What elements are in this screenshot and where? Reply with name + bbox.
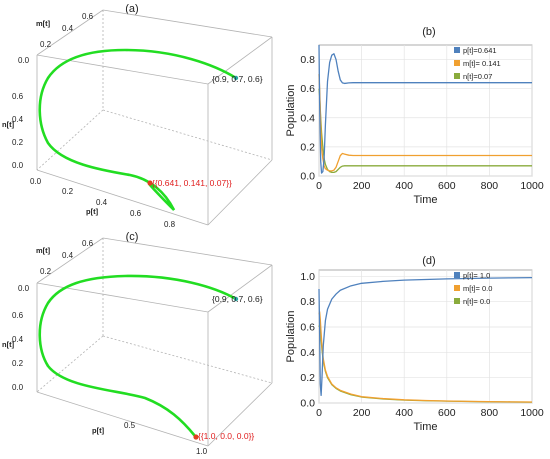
legend-entry-p: p[t]= 1.0	[463, 271, 490, 280]
y-tick-label: 1.0	[300, 271, 315, 283]
tick-n-a-2: 0.4	[12, 115, 24, 124]
panel-label-d: (d)	[422, 255, 435, 267]
y-axis-label: Population	[285, 311, 297, 363]
legend-swatch-n	[454, 73, 460, 79]
tick-n-a-0: 0.0	[12, 161, 24, 170]
tick-n-c-0: 0.0	[12, 383, 24, 392]
axis-label-n-c: n[t]	[2, 340, 15, 349]
plot3d-c: m[t] 0.0 0.2 0.4 0.6 n[t] 0.6 0.4 0.2 0.…	[2, 237, 273, 456]
x-tick-label: 200	[353, 180, 371, 192]
panel-label-c: (c)	[126, 231, 139, 243]
x-tick-label: 800	[481, 407, 499, 419]
y-tick-label: 0.0	[300, 171, 315, 183]
tick-n-c-1: 0.2	[12, 359, 24, 368]
tick-p-c-1: 1.0	[196, 447, 208, 456]
y-tick-label: 0.8	[300, 296, 315, 308]
x-tick-label: 1000	[520, 180, 544, 192]
start-point-c	[233, 296, 239, 302]
y-tick-label: 0.4	[300, 347, 315, 359]
tick-p-a-2: 0.4	[96, 198, 108, 207]
x-tick-label: 600	[438, 407, 456, 419]
legend-swatch-p	[454, 47, 460, 53]
x-tick-label: 400	[395, 180, 413, 192]
x-tick-label: 200	[353, 407, 371, 419]
x-axis-label: Time	[413, 194, 437, 206]
tick-p-a-0: 0.0	[30, 177, 42, 186]
x-tick-label: 600	[438, 180, 456, 192]
y-tick-label: 0.8	[300, 54, 315, 66]
trajectory-c	[38, 274, 238, 438]
series-line-n	[318, 88, 532, 174]
tick-p-a-3: 0.6	[130, 209, 142, 218]
y-tick-label: 0.6	[300, 322, 315, 334]
y-tick-label: 0.2	[300, 141, 315, 153]
series-line-m	[318, 311, 533, 403]
axis-label-n-a: n[t]	[2, 120, 15, 129]
series-line-p	[318, 44, 532, 174]
tick-m-a-0: 0.0	[18, 56, 30, 65]
tick-m-c-0: 0.0	[18, 284, 30, 293]
tick-m-a-1: 0.2	[40, 40, 52, 49]
bounding-box-a	[36, 9, 273, 226]
tick-p-a-4: 0.8	[164, 220, 176, 229]
y-tick-label: 0.6	[300, 83, 315, 95]
legend-swatch-n	[454, 298, 460, 304]
start-point-a	[233, 75, 239, 81]
x-tick-label: 800	[481, 180, 499, 192]
legend-swatch-p	[454, 272, 460, 278]
tick-m-a-2: 0.4	[62, 24, 74, 33]
y-tick-label: 0.4	[300, 112, 315, 124]
series-line-n	[318, 323, 533, 403]
start-label-c: {0.9, 0.7, 0.6}	[212, 294, 263, 304]
chart-b: 0 200 400 600 800 1000 0.0 0.2 0.4 0.6 0.8 Time Popu…	[285, 44, 544, 206]
y-tick-label: 0.0	[300, 398, 315, 410]
series-line-p	[318, 276, 533, 397]
tick-p-a-1: 0.2	[62, 187, 74, 196]
x-tick-label: 0	[316, 407, 322, 419]
equilibrium-label-a: {{0.641, 0.141, 0.07}}	[152, 178, 232, 188]
tick-n-c-2: 0.4	[12, 335, 24, 344]
tick-m-c-1: 0.2	[40, 267, 52, 276]
bounding-box-c	[36, 237, 273, 447]
axis-label-m-c: m[t]	[36, 246, 51, 255]
legend-entry-m: m[t]= 0.141	[463, 59, 501, 68]
tick-p-c-0: 0.5	[124, 421, 136, 430]
tick-m-c-2: 0.4	[62, 251, 74, 260]
equilibrium-point-a	[147, 180, 153, 186]
equilibrium-label-c: {{1.0, 0.0, 0.0}}	[198, 431, 254, 441]
x-axis-label: Time	[413, 421, 437, 433]
tick-n-a-3: 0.6	[12, 92, 24, 101]
x-tick-label: 400	[395, 407, 413, 419]
tick-n-a-1: 0.2	[12, 138, 24, 147]
x-tick-label: 0	[316, 180, 322, 192]
trajectory-a	[38, 48, 238, 211]
start-label-a: {0.9, 0.7, 0.6}	[212, 74, 263, 84]
y-tick-label: 0.2	[300, 372, 315, 384]
legend-entry-p: p[t]=0.641	[463, 46, 497, 55]
panel-label-a: (a)	[125, 3, 138, 15]
legend-entry-n: n[t]=0.07	[463, 72, 492, 81]
axis-label-p-a: p[t]	[86, 207, 99, 216]
legend-entry-m: m[t]= 0.0	[463, 284, 492, 293]
plot-frame	[318, 269, 533, 404]
y-axis-label: Population	[285, 85, 297, 137]
tick-m-c-3: 0.6	[82, 239, 94, 248]
chart-d: 0 200 400 600 800 1000 0.0 0.2 0.4 0.6 0.8 1.0 Time P…	[285, 269, 544, 433]
series-line-m	[318, 74, 532, 172]
axis-label-m-a: m[t]	[36, 19, 51, 28]
legend-swatch-m	[454, 60, 460, 66]
legend-entry-n: n[t]= 0.0	[463, 297, 490, 306]
x-tick-label: 1000	[520, 407, 544, 419]
equilibrium-point-c	[193, 434, 199, 440]
panel-label-b: (b)	[422, 26, 435, 38]
tick-n-c-3: 0.6	[12, 311, 24, 320]
axis-label-p-c: p[t]	[92, 426, 105, 435]
legend-swatch-m	[454, 285, 460, 291]
tick-m-a-3: 0.6	[82, 12, 94, 21]
plot3d-a: m[t] 0.0 0.2 0.4 0.6 n[t] 0.6 0.4 0.2 0.…	[2, 9, 273, 229]
